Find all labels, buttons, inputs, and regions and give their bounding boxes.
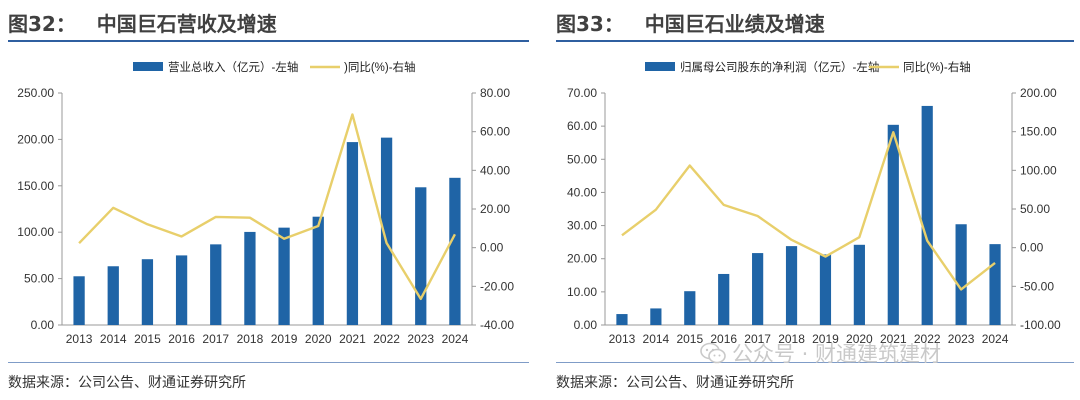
bar [244, 231, 256, 325]
y-left-tick-label: 0.00 [31, 318, 55, 332]
y-left-tick-label: 20.00 [567, 252, 597, 266]
y-left-tick-label: 70.00 [567, 86, 597, 100]
x-tick-label: 2013 [66, 332, 93, 346]
bar [921, 105, 933, 325]
x-tick-label: 2024 [982, 332, 1009, 346]
x-tick-label: 2022 [914, 332, 941, 346]
bar [887, 124, 899, 326]
y-left-tick-label: 150.00 [17, 179, 54, 193]
source-rule [556, 362, 1074, 363]
source-note: 数据来源：公司公告、财通证券研究所 [556, 375, 794, 391]
x-tick-label: 2020 [846, 332, 873, 346]
y-right-tick-label: -40.00 [480, 318, 514, 332]
legend-label-line: 同比(%)-右轴 [903, 60, 971, 74]
source-rule [8, 362, 529, 363]
x-tick-label: 2015 [134, 332, 161, 346]
x-tick-label: 2021 [339, 332, 366, 346]
bar [312, 216, 324, 325]
bar [210, 244, 222, 325]
watermark-text: 公众号 · 财通建筑建材 [732, 342, 942, 366]
x-tick-label: 2019 [812, 332, 839, 346]
y-right-tick-label: 40.00 [480, 163, 510, 177]
bar [415, 187, 427, 325]
y-right-tick-label: 60.00 [480, 125, 510, 139]
bar [989, 244, 1001, 325]
growth-line [78, 113, 456, 301]
x-tick-label: 2023 [407, 332, 434, 346]
bar [955, 224, 967, 325]
chart-panel-profit: 图33： 中国巨石业绩及增速 0.00 10.00 20.00 30.00 40.00 5… [548, 0, 1080, 400]
y-left-tick-label: 40.00 [567, 185, 597, 199]
y-right-tick-label: 200.00 [1020, 86, 1057, 100]
bar [175, 255, 188, 325]
y-right-tick-label: 50.00 [1020, 202, 1050, 216]
x-tick-label: 2017 [202, 332, 229, 346]
y-right-tick-label: -20.00 [480, 279, 514, 293]
x-tick-label: 2018 [778, 332, 805, 346]
figure-title: 图32： 中国巨石营收及增速 [8, 12, 277, 36]
y-right-tick-label: 100.00 [1020, 163, 1057, 177]
legend-label-line: )同比(%)-右轴 [344, 60, 416, 74]
chart-panel-revenue: 图32： 中国巨石营收及增速 0.00 50.00 100.00 150.00 200.… [0, 0, 535, 400]
y-left-tick-label: 250.00 [17, 86, 54, 100]
x-tick-label: 2023 [948, 332, 975, 346]
x-tick-label: 2017 [744, 332, 771, 346]
x-tick-label: 2020 [305, 332, 332, 346]
x-tick-label: 2016 [710, 332, 737, 346]
bar [278, 227, 290, 325]
source-note: 数据来源：公司公告、财通证券研究所 [8, 375, 246, 391]
figure-title: 图33： 中国巨石业绩及增速 [556, 12, 825, 36]
x-tick-label: 2022 [373, 332, 400, 346]
bar [785, 246, 798, 325]
bar [380, 137, 393, 325]
y-right-tick-label: 20.00 [480, 202, 510, 216]
bar [141, 259, 154, 325]
y-right-tick-label: 0.00 [480, 241, 504, 255]
bar [853, 244, 865, 325]
y-right-tick-label: -100.00 [1020, 318, 1061, 332]
bar [73, 276, 85, 325]
x-tick-label: 2021 [880, 332, 907, 346]
x-tick-label: 2019 [271, 332, 298, 346]
y-right-tick-label: -50.00 [1020, 279, 1054, 293]
bar [346, 142, 359, 325]
y-left-tick-label: 100.00 [17, 225, 54, 239]
y-left-tick-label: 60.00 [567, 119, 597, 133]
x-tick-label: 2014 [643, 332, 670, 346]
legend-swatch-bar [645, 62, 675, 71]
bar [819, 254, 832, 325]
profit-chart: 0.00 10.00 20.00 30.00 40.00 50.00 60.00 70.00 -… [567, 60, 1061, 346]
bar [752, 253, 764, 325]
legend-label-bar: 归属母公司股东的净利润（亿元）-左轴 [680, 60, 879, 74]
y-left-tick-label: 200.00 [17, 132, 54, 146]
y-right-tick-label: 150.00 [1020, 125, 1057, 139]
legend-swatch-bar [133, 62, 163, 71]
bar [684, 291, 696, 325]
legend-label-bar: 营业总收入（亿元）-左轴 [168, 60, 298, 74]
y-right-tick-label: 0.00 [1020, 241, 1044, 255]
bar [449, 177, 461, 325]
y-left-tick-label: 10.00 [567, 285, 597, 299]
y-left-tick-label: 0.00 [574, 318, 598, 332]
x-tick-label: 2015 [676, 332, 703, 346]
x-tick-label: 2018 [237, 332, 264, 346]
x-tick-label: 2016 [168, 332, 195, 346]
y-left-tick-label: 50.00 [24, 272, 54, 286]
revenue-chart: 0.00 50.00 100.00 150.00 200.00 250.00 -40.00 -… [17, 60, 514, 346]
watermark: 公众号 · 财通建筑建材 [700, 338, 941, 368]
bar [650, 308, 662, 325]
growth-line [621, 131, 996, 291]
x-tick-label: 2014 [100, 332, 127, 346]
y-left-tick-label: 30.00 [567, 219, 597, 233]
bar [616, 314, 628, 325]
bar [718, 273, 730, 325]
title-rule [556, 40, 1074, 42]
x-tick-label: 2013 [609, 332, 636, 346]
y-right-tick-label: 80.00 [480, 86, 510, 100]
bar [107, 266, 119, 325]
x-tick-label: 2024 [442, 332, 469, 346]
title-rule [8, 40, 529, 42]
wechat-icon [700, 342, 726, 364]
y-left-tick-label: 50.00 [567, 152, 597, 166]
